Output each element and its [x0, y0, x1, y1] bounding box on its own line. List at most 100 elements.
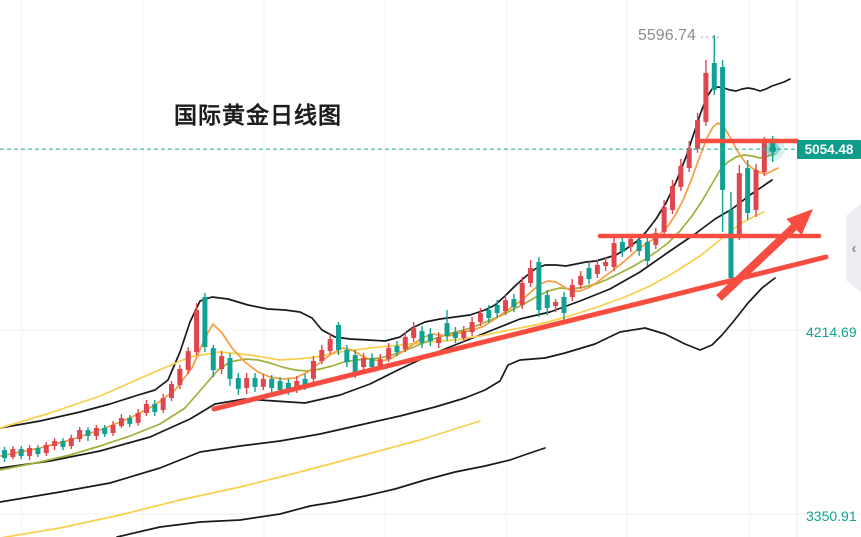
candle [194, 310, 200, 353]
candle [35, 447, 41, 455]
candle [219, 356, 225, 369]
candle [68, 438, 74, 447]
panel-collapse-tab[interactable]: ‹ [846, 204, 861, 292]
candle [636, 239, 642, 252]
candle [277, 380, 283, 391]
candle [336, 324, 341, 351]
bollinger-lower-black [0, 277, 776, 503]
bollinger-upper-black [0, 78, 791, 429]
candle [202, 296, 208, 348]
candle [603, 261, 609, 266]
candle [319, 350, 325, 361]
candle [452, 332, 458, 339]
candle [711, 62, 717, 90]
candle [653, 232, 659, 245]
candle [386, 348, 392, 360]
candle [52, 441, 58, 447]
candle [352, 355, 358, 373]
axis-price-label-lower: 3350.91 [806, 508, 857, 524]
chevron-left-icon: ‹ [851, 239, 857, 257]
candle [294, 380, 300, 391]
candle [419, 331, 425, 344]
candle [118, 418, 124, 427]
candle [169, 383, 174, 399]
candle [644, 241, 650, 261]
candle [528, 268, 534, 284]
candle [143, 403, 149, 413]
candle [18, 449, 24, 456]
candle [477, 313, 483, 323]
candle [444, 323, 450, 337]
candle [661, 207, 667, 232]
candle [160, 398, 166, 411]
ma-fast-orange [0, 122, 779, 457]
candle [720, 66, 726, 190]
candle [27, 447, 33, 456]
candle [127, 418, 133, 424]
candle [736, 173, 742, 236]
peak-price-value: 5596.74 [638, 27, 696, 44]
candle [361, 358, 367, 368]
candle [269, 378, 275, 388]
candle [569, 284, 575, 297]
candle [611, 243, 617, 268]
candle [594, 264, 600, 274]
candle [285, 382, 291, 392]
candle [511, 299, 517, 308]
axis-price-label-upper: 4214.69 [806, 324, 857, 340]
candle [377, 359, 383, 368]
candle [411, 328, 417, 339]
candle [578, 276, 584, 285]
candle [77, 430, 83, 440]
candle [469, 322, 475, 333]
candle [85, 430, 91, 436]
candle [185, 351, 191, 371]
candle [43, 445, 49, 454]
up-arrow-head [786, 209, 813, 235]
candle [102, 427, 108, 435]
candle [586, 268, 592, 280]
candle [695, 120, 701, 149]
candle [728, 209, 734, 278]
chart-title: 国际黄金日线图 [174, 102, 342, 128]
candle [745, 168, 751, 213]
candle [252, 378, 258, 387]
candle [394, 346, 400, 353]
candle [703, 72, 709, 122]
candle [670, 185, 675, 210]
candle [494, 304, 500, 314]
candle [544, 295, 550, 308]
candle [686, 147, 692, 169]
candle [553, 302, 559, 307]
candle [177, 368, 183, 385]
up-arrow [716, 224, 797, 301]
peak-price-label: 5596.74 ···· [638, 27, 721, 45]
candle [344, 350, 350, 363]
candle [486, 310, 492, 319]
candle [678, 165, 684, 188]
candle [244, 378, 250, 388]
candle [369, 358, 375, 368]
candle [561, 296, 567, 313]
ma-slow-yellow [0, 420, 481, 537]
trend-line [211, 254, 829, 412]
candle [519, 283, 525, 305]
current-price-badge: 5054.48 [797, 140, 861, 159]
candle [402, 336, 408, 350]
candle [427, 334, 433, 341]
candle [461, 331, 467, 339]
candle [761, 142, 767, 173]
candle [503, 300, 508, 312]
candle [753, 169, 759, 210]
candle [10, 449, 16, 458]
candle [152, 403, 158, 412]
candle [302, 378, 308, 387]
bollinger-middle-black [0, 179, 773, 469]
candle [619, 241, 625, 252]
candle [235, 378, 241, 389]
candle [93, 427, 99, 436]
outer-band-black [116, 447, 546, 537]
candle [436, 336, 442, 344]
